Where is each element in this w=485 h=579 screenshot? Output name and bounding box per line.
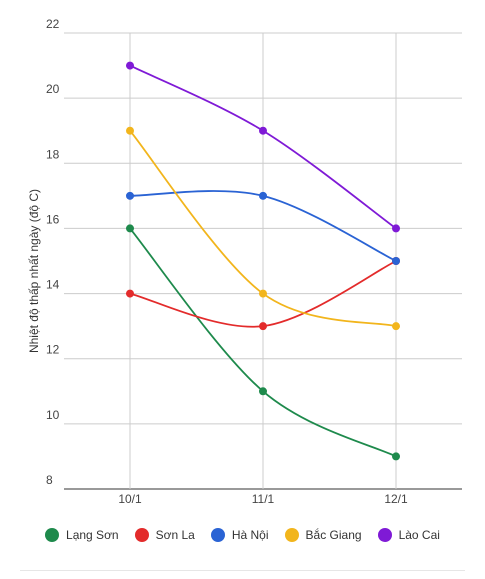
line-chart: 8 10 12 14 16 18 20 22 10/1 11/1 12/1 Nhiệt độ th…: [27, 17, 462, 506]
legend-label: Lạng Sơn: [66, 528, 119, 542]
legend: Lạng Sơn Sơn La Hà Nội Bắc Giang Lào Cai: [0, 528, 485, 542]
legend-label: Lào Cai: [398, 528, 440, 542]
data-point: [392, 322, 400, 331]
data-point: [392, 257, 400, 265]
data-point: [126, 61, 134, 70]
data-point: [259, 289, 267, 298]
legend-marker: [134, 528, 149, 542]
y-tick-label: 12: [46, 343, 60, 357]
x-tick-label: 12/1: [384, 492, 408, 506]
y-tick-label: 10: [46, 408, 60, 422]
y-tick-label: 8: [46, 473, 53, 487]
legend-label: Bắc Giang: [305, 528, 362, 542]
data-point: [259, 126, 267, 135]
legend-item[interactable]: Sơn La: [134, 528, 195, 542]
vertical-gridlines: [129, 33, 397, 489]
y-tick-label: 14: [46, 278, 60, 292]
legend-label: Sơn La: [155, 528, 195, 542]
data-point: [259, 191, 267, 200]
y-axis-label: Nhiệt độ thấp nhất ngày (độ C): [27, 189, 41, 353]
y-tick-label: 20: [46, 82, 60, 96]
legend-label: Hà Nội: [231, 528, 269, 542]
y-axis-tick-labels: 8 10 12 14 16 18 20 22: [46, 17, 60, 487]
y-tick-label: 18: [46, 147, 60, 161]
x-tick-label: 11/1: [252, 492, 275, 506]
data-point: [259, 322, 267, 331]
data-point: [392, 224, 400, 233]
data-point: [126, 224, 134, 233]
divider: [20, 570, 465, 571]
legend-item[interactable]: Hà Nội: [210, 528, 269, 542]
legend-marker: [45, 528, 60, 542]
y-tick-label: 22: [46, 17, 60, 31]
x-tick-label: 10/1: [118, 492, 142, 506]
y-tick-label: 16: [46, 212, 60, 226]
legend-marker: [210, 528, 225, 542]
data-point: [126, 289, 134, 298]
legend-marker: [284, 528, 299, 542]
data-point: [126, 191, 134, 200]
legend-item[interactable]: Lào Cai: [377, 528, 440, 542]
x-axis-tick-labels: 10/1 11/1 12/1: [118, 492, 408, 506]
data-point: [392, 452, 400, 461]
data-point: [259, 387, 267, 396]
legend-marker: [377, 528, 392, 542]
legend-item[interactable]: Bắc Giang: [284, 528, 362, 542]
legend-item[interactable]: Lạng Sơn: [45, 528, 119, 542]
series-points: [126, 61, 400, 461]
data-point: [126, 126, 134, 135]
